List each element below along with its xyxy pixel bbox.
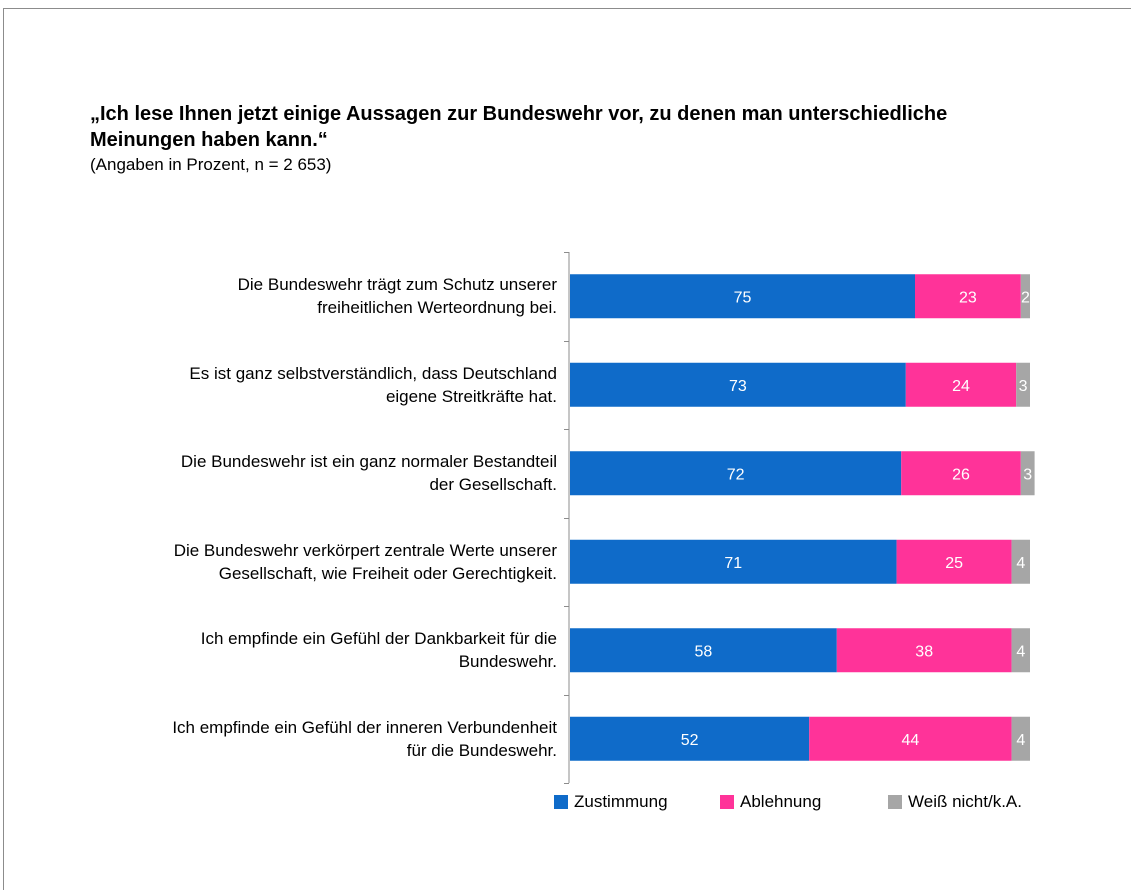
data-label: 52	[681, 732, 699, 749]
data-label: 73	[729, 378, 747, 395]
bar-zustimmung	[570, 362, 906, 407]
category-label-line: Gesellschaft, wie Freiheit oder Gerechti…	[218, 563, 557, 583]
category-label-line: Die Bundeswehr ist ein ganz normaler Bes…	[180, 452, 557, 472]
data-label: 71	[724, 555, 742, 572]
data-label: 26	[952, 466, 970, 483]
bar-ablehnung	[915, 274, 1021, 319]
category-label-line: Die Bundeswehr trägt zum Schutz unserer	[237, 275, 557, 295]
legend-item: Ablehnung	[720, 792, 821, 812]
data-label: 24	[952, 378, 970, 395]
data-label: 4	[1016, 643, 1025, 660]
chart-frame	[3, 8, 1131, 890]
data-label: 4	[1016, 732, 1025, 749]
bar-zustimmung	[570, 716, 810, 761]
legend-swatch	[888, 795, 902, 809]
bar-zustimmung	[570, 451, 902, 496]
bar-ablehnung	[809, 716, 1012, 761]
data-label: 2	[1021, 289, 1030, 306]
bar-zustimmung	[570, 274, 915, 319]
bar-wei-nicht-k-a	[1020, 451, 1035, 496]
category-label: Es ist ganz selbstverständlich, dass Deu…	[77, 362, 557, 408]
data-label: 58	[695, 643, 713, 660]
data-label: 23	[959, 289, 977, 306]
bar-wei-nicht-k-a	[1016, 362, 1030, 407]
category-label-line: für die Bundeswehr.	[406, 740, 557, 760]
data-label: 4	[1016, 555, 1025, 572]
chart-subtitle: (Angaben in Prozent, n = 2 653)	[90, 155, 332, 174]
category-label: Die Bundeswehr ist ein ganz normaler Bes…	[77, 450, 557, 496]
legend-item: Weiß nicht/k.A.	[888, 792, 1022, 812]
category-label-line: eigene Streitkräfte hat.	[385, 386, 557, 406]
bar-zustimmung	[570, 628, 837, 673]
category-label-line: Bundeswehr.	[458, 652, 557, 672]
legend-label: Ablehnung	[740, 792, 822, 811]
bar-ablehnung	[905, 362, 1017, 407]
legend-item: Zustimmung	[554, 792, 668, 812]
category-label-line: Es ist ganz selbstverständlich, dass Deu…	[189, 363, 557, 383]
category-label: Die Bundeswehr verkörpert zentrale Werte…	[77, 539, 557, 585]
category-label-line: freiheitlichen Werteordnung bei.	[317, 298, 557, 318]
category-label-line: der Gesellschaft.	[429, 475, 557, 495]
legend-swatch	[554, 795, 568, 809]
bar-wei-nicht-k-a	[1011, 716, 1030, 761]
legend-label: Weiß nicht/k.A.	[908, 792, 1022, 811]
data-label: 38	[915, 643, 933, 660]
bar-zustimmung	[570, 539, 897, 584]
data-label: 44	[902, 732, 920, 749]
data-label: 3	[1023, 466, 1032, 483]
category-label: Ich empfinde ein Gefühl der inneren Verb…	[77, 716, 557, 762]
data-label: 3	[1019, 378, 1028, 395]
category-label-line: Ich empfinde ein Gefühl der inneren Verb…	[172, 717, 557, 737]
category-label: Ich empfinde ein Gefühl der Dankbarkeit …	[77, 627, 557, 673]
bar-wei-nicht-k-a	[1020, 274, 1030, 319]
legend-label: Zustimmung	[574, 792, 668, 811]
data-label: 75	[734, 289, 752, 306]
category-label-line: Die Bundeswehr verkörpert zentrale Werte…	[173, 540, 557, 560]
chart-title: „Ich lese Ihnen jetzt einige Aussagen zu…	[90, 103, 948, 151]
bar-wei-nicht-k-a	[1011, 539, 1030, 584]
data-label: 72	[727, 466, 745, 483]
category-label-line: Ich empfinde ein Gefühl der Dankbarkeit …	[200, 629, 557, 649]
bar-ablehnung	[836, 628, 1012, 673]
category-label: Die Bundeswehr trägt zum Schutz unserer f…	[77, 273, 557, 319]
bar-wei-nicht-k-a	[1011, 628, 1030, 673]
bar-ablehnung	[896, 539, 1012, 584]
legend-swatch	[720, 795, 734, 809]
bar-ablehnung	[901, 451, 1021, 496]
data-label: 25	[945, 555, 963, 572]
